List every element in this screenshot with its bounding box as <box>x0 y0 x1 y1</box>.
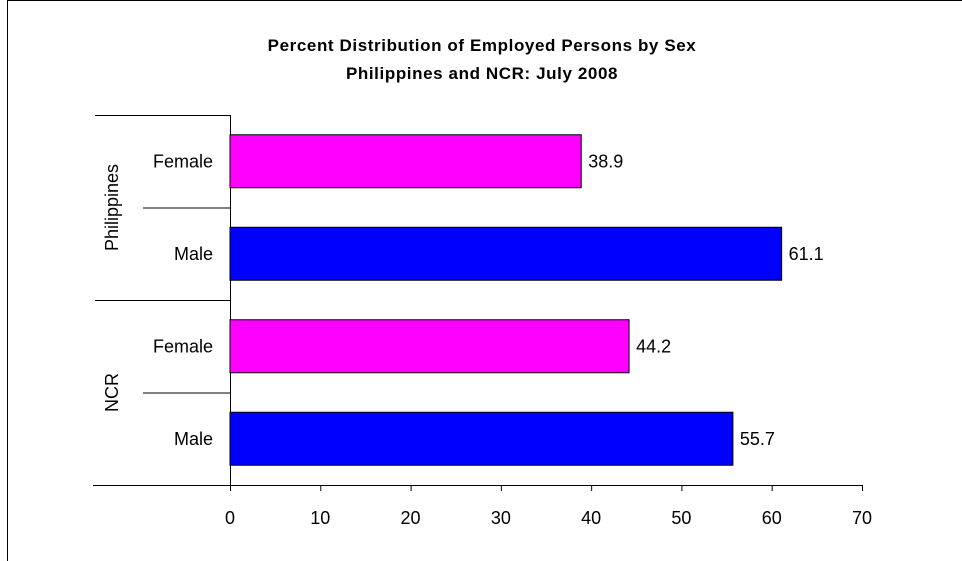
x-tick-label: 50 <box>671 508 691 528</box>
x-tick-label: 70 <box>852 508 872 528</box>
chart-subtitle: Philippines and NCR: July 2008 <box>346 64 618 83</box>
bar-philippines-female <box>229 134 582 189</box>
x-tick-label: 40 <box>581 508 601 528</box>
bar-philippines-male <box>229 226 783 281</box>
category-label: Male <box>174 244 213 264</box>
category-label: Female <box>153 151 213 171</box>
bar-ncr-female <box>229 319 630 374</box>
group-label-ncr: NCR <box>102 373 122 412</box>
x-tick-label: 60 <box>762 508 782 528</box>
data-label: 55.7 <box>740 429 775 449</box>
x-tick-label: 30 <box>491 508 511 528</box>
data-label: 61.1 <box>789 244 824 264</box>
group-label-philippines: Philippines <box>102 164 122 251</box>
x-tick-label: 0 <box>225 508 235 528</box>
data-label: 44.2 <box>636 336 671 356</box>
x-tick-label: 20 <box>401 508 421 528</box>
category-label: Male <box>174 429 213 449</box>
chart-title: Percent Distribution of Employed Persons… <box>268 36 697 55</box>
category-label: Female <box>153 336 213 356</box>
data-label: 38.9 <box>588 151 623 171</box>
plot-area: Female 38.9 Male 61.1 Female 44.2 Male 55.7 Phil… <box>93 115 872 528</box>
x-tick-label: 10 <box>310 508 330 528</box>
bar-ncr-male <box>229 411 734 466</box>
